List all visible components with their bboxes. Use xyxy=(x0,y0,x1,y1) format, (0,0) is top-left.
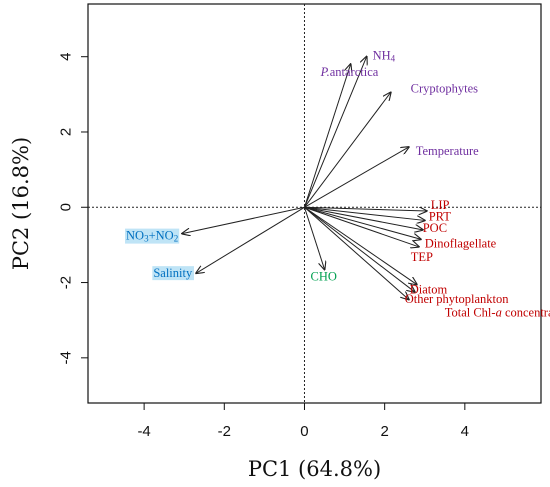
loading-label: NH4 xyxy=(373,49,396,64)
loading-label: Temperature xyxy=(416,144,479,158)
loading-label: P.antarctica xyxy=(320,65,379,79)
loading-arrow xyxy=(304,206,422,230)
y-tick-label: 4 xyxy=(58,53,75,61)
loading-label: Salinity xyxy=(153,266,193,280)
loading-arrow xyxy=(304,206,416,284)
x-tick-label: -2 xyxy=(218,423,231,440)
loading-label: Other phytoplankton xyxy=(405,292,510,306)
loading-arrow xyxy=(304,206,414,292)
x-tick-label: 4 xyxy=(461,423,469,440)
loading-arrow xyxy=(182,206,305,233)
label-highlight xyxy=(125,228,180,244)
loading-arrow xyxy=(304,92,390,208)
label-highlight xyxy=(152,266,194,281)
loading-label: Cryptophytes xyxy=(411,81,478,95)
loading-label: Total Chl-a concentration xyxy=(445,305,550,319)
loading-label: TEP xyxy=(411,250,433,264)
loading-label: POC xyxy=(423,221,447,235)
x-tick-label: 0 xyxy=(300,423,308,440)
loading-label: Diatom xyxy=(410,282,448,296)
loading-label: NO3+NO2 xyxy=(126,229,178,244)
y-tick-label: -2 xyxy=(58,276,75,289)
loading-arrow xyxy=(304,206,424,220)
loading-arrow xyxy=(304,57,366,208)
loading-arrow xyxy=(304,207,324,269)
x-axis-title: PC1 (64.8%) xyxy=(248,457,381,481)
loading-arrow xyxy=(304,147,408,208)
y-tick-label: 0 xyxy=(58,203,75,211)
y-axis-title: PC2 (16.8%) xyxy=(9,137,33,270)
loading-arrow xyxy=(304,64,350,208)
loading-label: LIP xyxy=(431,198,450,212)
loading-arrow xyxy=(304,206,420,239)
plot-frame xyxy=(87,3,542,404)
loading-arrow xyxy=(304,206,426,211)
loading-label: Dinoflagellate xyxy=(425,236,497,250)
y-tick-label: 2 xyxy=(58,128,75,136)
loading-label: CHO xyxy=(311,269,337,283)
loading-arrow xyxy=(304,206,418,247)
x-tick-label: -4 xyxy=(137,423,150,440)
x-tick-label: 2 xyxy=(380,423,388,440)
loading-arrow xyxy=(196,206,305,273)
loading-arrow xyxy=(304,206,408,299)
y-tick-label: -4 xyxy=(58,351,75,364)
loading-label: PRT xyxy=(429,209,452,223)
